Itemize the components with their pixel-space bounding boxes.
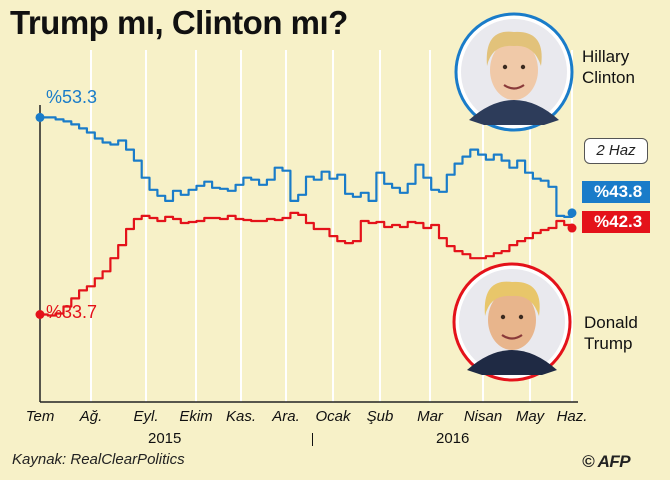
x-tick-label: May (515, 408, 545, 425)
clinton-start-value: %53.3 (46, 87, 98, 107)
clinton-name-label: Hillary Clinton (582, 47, 635, 87)
clinton-photo-icon-eye (502, 64, 508, 70)
x-tick-label: Ocak (315, 408, 351, 425)
x-tick-label: Kas. (225, 408, 256, 425)
year-divider (312, 433, 313, 446)
x-tick-label: Ekim (179, 408, 213, 425)
x-tick-label: Tem (25, 408, 55, 425)
x-tick-label: Şub (366, 408, 394, 425)
year-label-2016: 2016 (436, 430, 470, 447)
trump-series-line (40, 211, 574, 317)
clinton-photo-icon-mouth (503, 84, 525, 90)
clinton-end-point (567, 208, 577, 218)
latest-date-label: 2 Haz (584, 138, 648, 164)
year-label-2015: 2015 (148, 430, 182, 447)
x-tick-label: Mar (417, 408, 443, 425)
x-tick-label: Ağ. (79, 408, 103, 425)
trump-photo-icon-face (488, 290, 536, 350)
trump-photo-icon-eye (518, 314, 524, 320)
clinton-photo-icon-face (490, 40, 538, 100)
trump-end-value: %42.3 (582, 211, 651, 233)
clinton-photo-icon-eye (520, 64, 526, 70)
chart-title: Trump mı, Clinton mı? (10, 4, 348, 41)
trump-photo-icon-mouth (501, 334, 523, 340)
trump-photo-icon-hair (484, 281, 540, 316)
trump-end-point (567, 223, 577, 233)
trump-name-label: Donald Trump (584, 313, 638, 353)
trump-start-value: %33.7 (46, 302, 98, 322)
trump-photo-icon (452, 262, 572, 382)
clinton-photo-icon-shoulders (469, 100, 559, 125)
x-tick-label: Haz. (556, 408, 588, 425)
x-tick-label: Eyl. (133, 408, 159, 425)
afp-credit: © AFP (582, 452, 631, 471)
trump-start-point (35, 310, 45, 320)
clinton-photo-icon-hair (486, 31, 542, 66)
trump-photo-icon-eye (500, 314, 506, 320)
x-tick-label: Ara. (272, 408, 300, 425)
clinton-start-point (35, 112, 45, 122)
trump-photo-icon-shoulders (467, 350, 557, 375)
clinton-end-value: %43.8 (582, 181, 651, 203)
source-note: Kaynak: RealClearPolitics (12, 451, 185, 468)
x-tick-label: Nisan (463, 408, 503, 425)
clinton-series-line (40, 116, 574, 218)
clinton-photo-icon (454, 12, 574, 132)
